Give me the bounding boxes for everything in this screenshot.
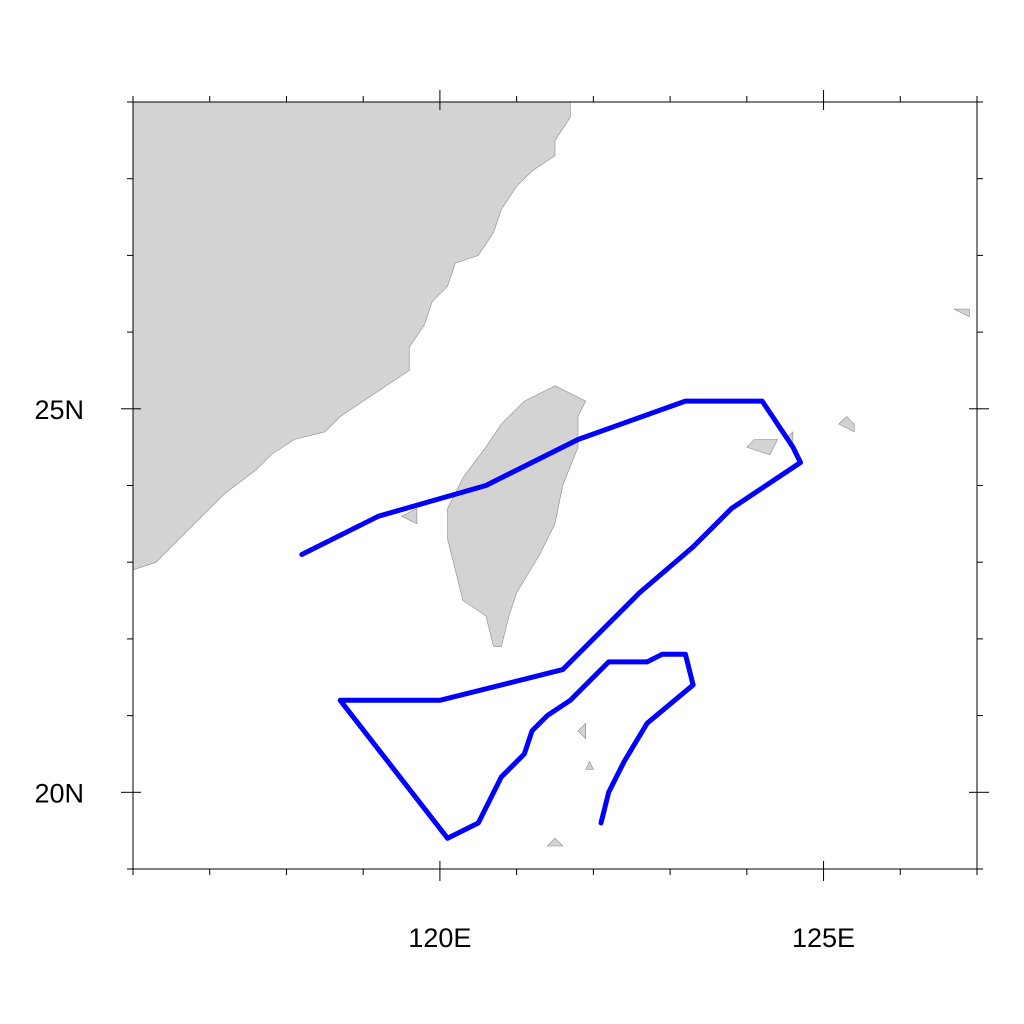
mainland-china-landmass: [133, 102, 901, 571]
small-island: [400, 508, 418, 525]
y-tick-label: 20N: [34, 778, 84, 808]
small-island: [577, 722, 587, 740]
tick-marks: [121, 90, 989, 881]
small-island: [585, 760, 594, 770]
track-layer: [299, 398, 803, 841]
y-tick-label: 25N: [34, 395, 84, 425]
small-island: [953, 308, 970, 318]
small-island: [746, 439, 778, 456]
tick-labels: 120E 125E 25N 20N: [34, 395, 855, 953]
map-frame: [132, 101, 978, 870]
x-tick-label: 125E: [792, 923, 855, 953]
x-tick-label: 120E: [408, 923, 471, 953]
flight-track-line: [299, 398, 803, 841]
small-island: [838, 416, 855, 433]
small-island: [546, 837, 564, 847]
